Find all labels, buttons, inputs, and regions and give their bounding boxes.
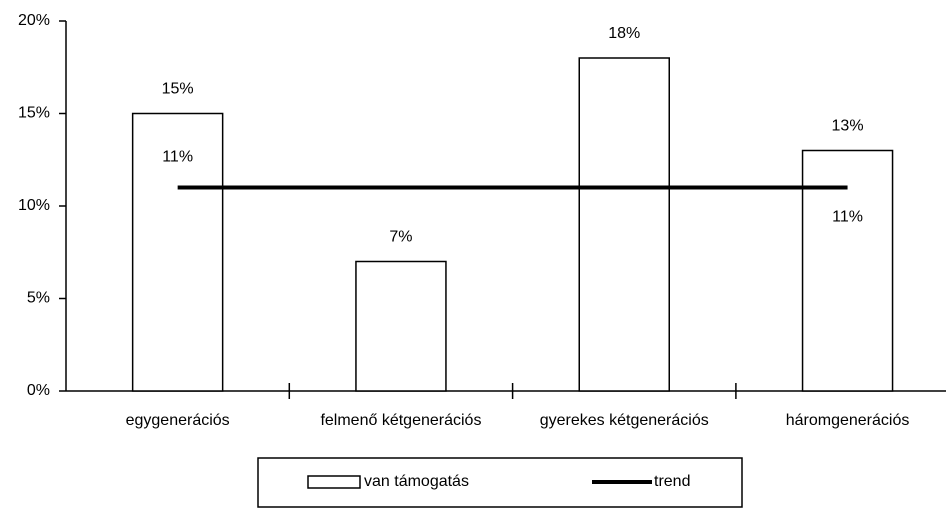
x-tick-label: háromgenerációs	[786, 412, 910, 429]
legend-label: trend	[654, 473, 690, 490]
y-tick-label: 10%	[18, 197, 50, 214]
x-tick-label: gyerekes kétgenerációs	[540, 412, 709, 429]
bar	[131, 112, 224, 392]
data-label: 11%	[162, 149, 193, 166]
y-tick-label: 20%	[18, 12, 50, 29]
data-label: 13%	[832, 118, 864, 135]
x-tick-label: felmenő kétgenerációs	[320, 412, 481, 429]
y-tick-label: 5%	[27, 290, 50, 307]
bar	[801, 149, 894, 392]
data-label: 15%	[162, 81, 194, 98]
data-label: 11%	[832, 209, 863, 226]
x-tick-label: egygenerációs	[126, 412, 230, 429]
y-tick-label: 15%	[18, 105, 50, 122]
data-label: 7%	[389, 229, 412, 246]
bar	[578, 57, 670, 392]
y-tick-label: 0%	[27, 382, 50, 399]
bar	[355, 260, 447, 392]
legend-swatch	[307, 475, 361, 489]
data-label: 18%	[608, 25, 640, 42]
legend-label: van támogatás	[364, 473, 469, 490]
